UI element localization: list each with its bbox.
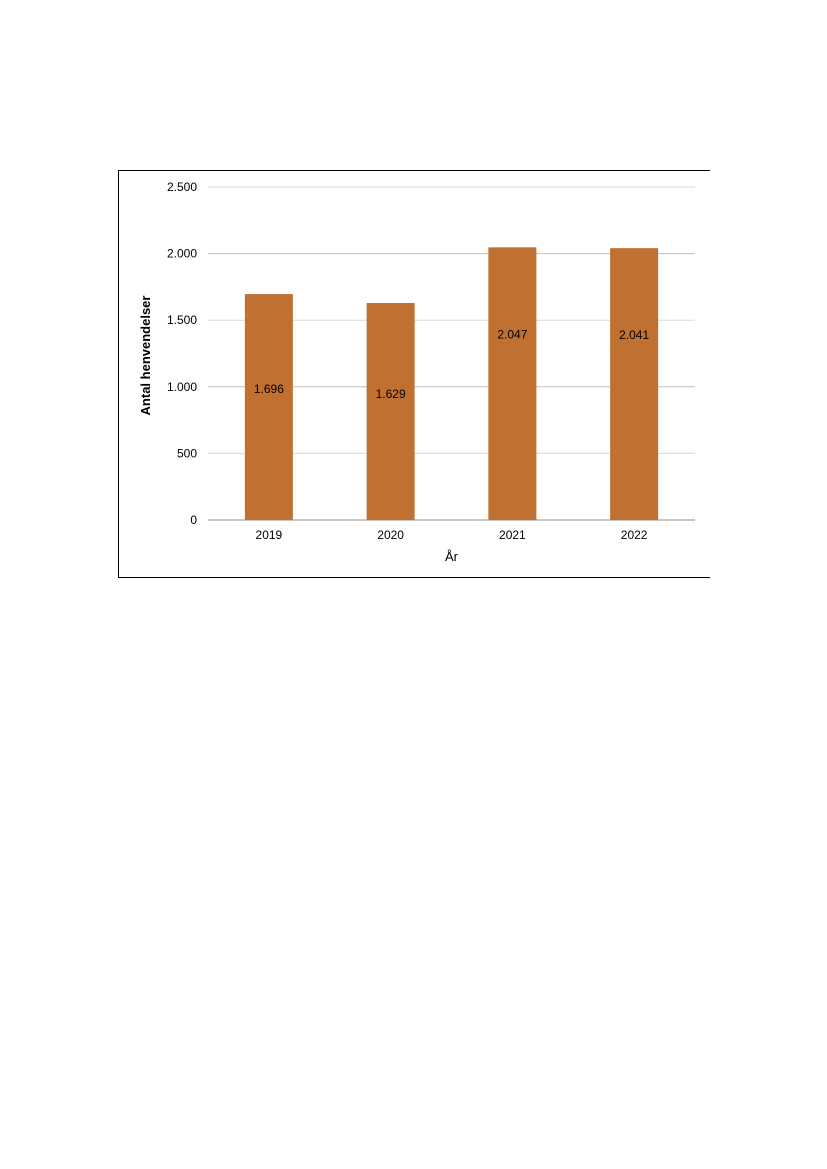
y-tick-label: 2.500: [167, 180, 197, 194]
bar-2021: [488, 247, 537, 520]
x-axis-title: År: [445, 549, 459, 564]
y-tick-label: 500: [177, 446, 197, 460]
x-tick-label: 2022: [621, 528, 648, 542]
data-label-2021: 2.047: [497, 328, 527, 342]
y-axis-title: Antal henvendelser: [138, 296, 153, 416]
data-label-2020: 1.629: [376, 387, 406, 401]
y-tick-label: 1.000: [167, 380, 197, 394]
y-axis-ticks: 0 500 1.000 1.500 2.000 2.500: [167, 180, 197, 527]
bar-2019: [244, 294, 293, 520]
y-tick-label: 2.000: [167, 247, 197, 261]
data-label-2019: 1.696: [254, 382, 284, 396]
y-tick-label: 1.500: [167, 313, 197, 327]
bar-2020: [366, 303, 415, 520]
x-tick-label: 2020: [377, 528, 404, 542]
x-tick-label: 2021: [499, 528, 526, 542]
data-label-2022: 2.041: [619, 328, 649, 342]
x-tick-label: 2019: [256, 528, 283, 542]
bars: [244, 247, 659, 520]
y-tick-label: 0: [190, 513, 197, 527]
bar-2022: [610, 248, 659, 520]
data-labels: 1.696 1.629 2.047 2.041: [254, 328, 650, 402]
x-axis-ticks: 2019 2020 2021 2022: [256, 528, 648, 542]
